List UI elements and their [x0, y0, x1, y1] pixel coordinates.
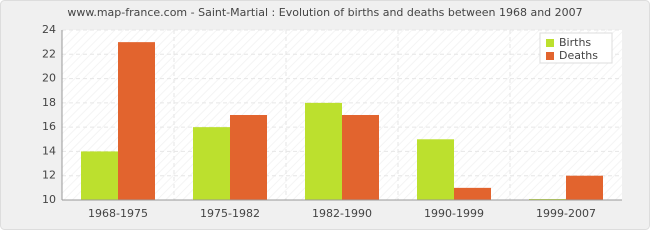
- bar: [193, 127, 230, 200]
- y-tick-label: 18: [42, 96, 56, 109]
- y-tick-label: 12: [42, 169, 56, 182]
- bar: [454, 187, 491, 200]
- y-tick-label: 10: [42, 193, 56, 206]
- chart-title: www.map-france.com - Saint-Martial : Evo…: [67, 6, 582, 19]
- x-tick-label: 1990-1999: [424, 207, 484, 220]
- bar: [342, 115, 379, 200]
- legend-swatch: [546, 39, 554, 47]
- legend-label: Births: [559, 36, 591, 49]
- y-tick-label: 22: [42, 47, 56, 60]
- bar: [118, 42, 155, 201]
- bar: [81, 151, 118, 200]
- legend-box: [539, 32, 613, 64]
- chart: www.map-france.com - Saint-Martial : Evo…: [0, 0, 650, 230]
- y-tick-label: 16: [42, 120, 56, 133]
- y-tick-label: 14: [42, 144, 56, 157]
- legend-swatch: [546, 52, 554, 60]
- bar: [417, 139, 454, 200]
- y-tick-label: 24: [42, 23, 56, 36]
- bar: [566, 175, 603, 200]
- x-tick-label: 1982-1990: [312, 207, 372, 220]
- x-tick-label: 1975-1982: [200, 207, 260, 220]
- bar: [230, 115, 267, 200]
- legend-label: Deaths: [559, 49, 598, 62]
- y-tick-label: 20: [42, 72, 56, 85]
- x-tick-label: 1999-2007: [536, 207, 596, 220]
- x-tick-label: 1968-1975: [88, 207, 148, 220]
- bar: [305, 102, 342, 200]
